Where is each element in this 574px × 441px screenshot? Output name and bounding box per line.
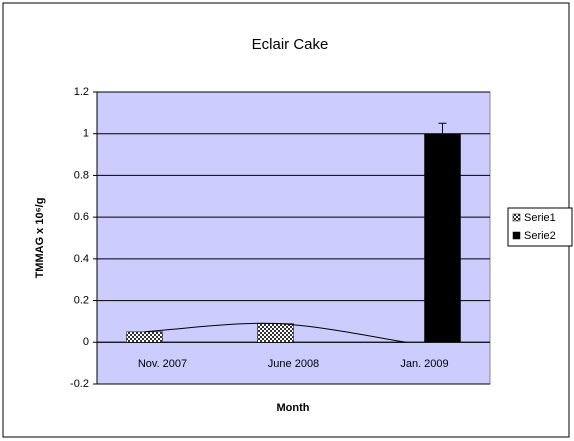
error-bar (438, 122, 447, 134)
legend-swatch (512, 231, 521, 240)
y-tick-label: 1.2 (74, 86, 89, 98)
y-tick-label: 0.8 (74, 169, 89, 181)
bar (257, 323, 294, 343)
chart-title: Eclair Cake (252, 36, 329, 53)
y-tick-label: 0.6 (74, 211, 89, 223)
x-tick-label: Nov. 2007 (138, 358, 187, 370)
legend-label: Serie1 (524, 212, 556, 224)
x-tick-label: June 2008 (268, 358, 319, 370)
x-tick-label: Jan. 2009 (400, 358, 448, 370)
bar (126, 331, 163, 343)
legend-label: Serie2 (524, 230, 556, 242)
y-tick-label: 0.2 (74, 294, 89, 306)
serie1-curve (144, 322, 407, 343)
legend-swatch (512, 213, 521, 222)
y-tick-label: 0 (83, 336, 89, 348)
y-tick-label: -0.2 (70, 378, 89, 390)
y-axis-label: TMMAG x 10⁶/g (34, 198, 46, 279)
y-tick-label: 0.4 (74, 253, 89, 265)
y-tick-label: 1 (83, 128, 89, 140)
bar (424, 133, 461, 343)
x-axis-label: Month (277, 402, 310, 414)
